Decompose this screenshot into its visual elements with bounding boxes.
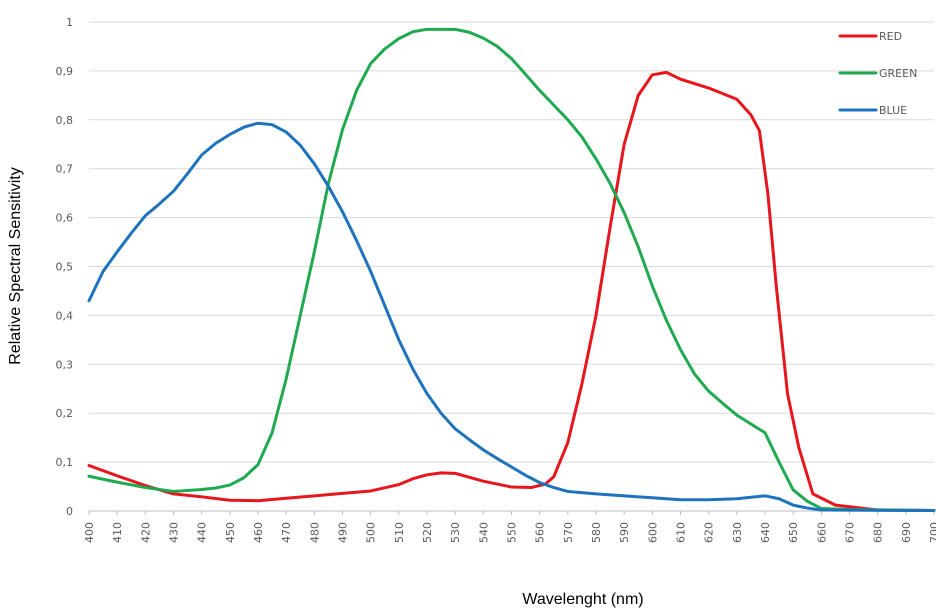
y-tick-label: 1 <box>66 16 73 29</box>
legend-label-red: RED <box>879 30 902 43</box>
x-tick-label: 600 <box>646 522 659 543</box>
x-tick-label: 620 <box>703 522 716 543</box>
x-tick-label: 450 <box>224 522 237 543</box>
gridlines <box>89 21 934 463</box>
x-tick-label: 550 <box>506 522 519 543</box>
x-tick-label: 430 <box>168 522 181 543</box>
y-tick-label: 0,7 <box>56 163 74 176</box>
x-tick-label: 700 <box>928 522 936 543</box>
x-tick-label: 650 <box>787 522 800 543</box>
y-tick-label: 0,8 <box>56 114 74 127</box>
x-tick-label: 490 <box>337 522 350 543</box>
x-tick-label: 580 <box>590 522 603 543</box>
legend-label-green: GREEN <box>879 67 917 80</box>
y-tick-label: 0,4 <box>56 309 74 322</box>
y-tick-label: 0 <box>66 505 73 518</box>
series-line-green <box>87 27 936 513</box>
x-tick-label: 630 <box>731 522 744 543</box>
x-tick-label: 560 <box>534 522 547 543</box>
x-tick-label: 590 <box>618 522 631 543</box>
x-tick-label: 440 <box>196 522 209 543</box>
x-tick-label: 470 <box>280 522 293 543</box>
x-tick-label: 660 <box>815 522 828 543</box>
legend: RED GREEN BLUE <box>838 30 917 117</box>
y-tick-label: 0,3 <box>56 358 74 371</box>
x-tick-label: 690 <box>900 522 913 543</box>
x-axis-title: Wavelenght (nm) <box>522 591 643 608</box>
x-tick-label: 610 <box>675 522 688 543</box>
y-tick-label: 0,2 <box>56 407 74 420</box>
x-tick-label: 530 <box>449 522 462 543</box>
x-tick-label: 500 <box>365 522 378 543</box>
x-tick-label: 460 <box>252 522 265 543</box>
y-tick-label: 0,1 <box>56 456 74 469</box>
series-line-red <box>87 70 936 513</box>
x-tick-label: 640 <box>759 522 772 543</box>
legend-label-blue: BLUE <box>879 104 907 117</box>
x-tick-label: 570 <box>562 522 575 543</box>
x-tick-label: 510 <box>393 522 406 543</box>
x-tick-label: 400 <box>83 522 96 543</box>
y-tick-label: 0,5 <box>56 261 74 274</box>
x-tick-label: 520 <box>421 522 434 543</box>
axes: 0 0,1 0,2 0,3 0,4 0,5 0,6 0,7 0,8 0,9 1 400 410 420 43… <box>56 16 936 543</box>
y-tick-label: 0,6 <box>56 212 74 225</box>
x-tick-label: 540 <box>477 522 490 543</box>
x-tick-label: 680 <box>872 522 885 543</box>
x-tick-label: 480 <box>308 522 321 543</box>
series-line-blue <box>87 121 936 513</box>
y-axis-title: Relative Spectral Sensitivity <box>7 167 24 364</box>
x-tick-label: 420 <box>139 522 152 543</box>
data-series <box>87 27 936 513</box>
x-tick-label: 670 <box>844 522 857 543</box>
y-tick-label: 0,9 <box>56 65 74 78</box>
x-tick-label: 410 <box>111 522 124 543</box>
